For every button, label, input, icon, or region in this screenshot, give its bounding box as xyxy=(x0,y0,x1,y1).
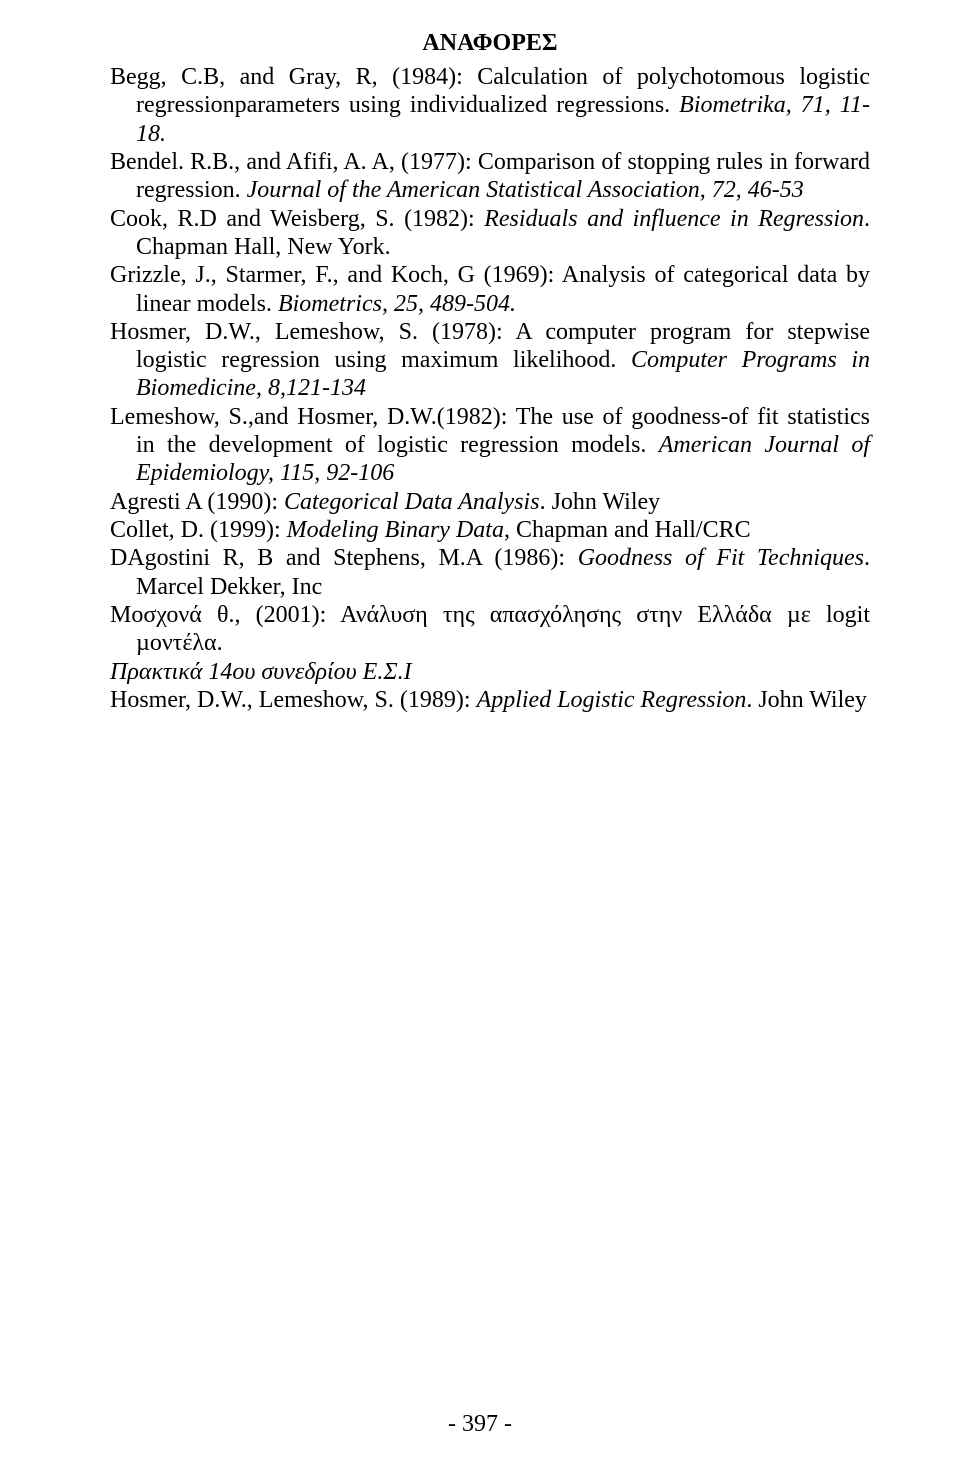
reference-entry: Bendel. R.B., and Afifi, A. A, (1977): C… xyxy=(110,148,870,205)
reference-text: Hosmer, D.W., Lemeshow, S. (1989): xyxy=(110,687,477,713)
reference-text: , Chapman and Hall/CRC xyxy=(504,517,751,543)
reference-entry: Hosmer, D.W., Lemeshow, S. (1989): Appli… xyxy=(110,686,870,714)
reference-italic-text: Modeling Binary Data xyxy=(287,517,504,543)
reference-text: Cook, R.D and Weisberg, S. (1982): xyxy=(110,206,484,232)
reference-italic-text: Biometrics, 25, 489-504. xyxy=(278,291,516,317)
reference-entry: DAgostini R, B and Stephens, M.A (1986):… xyxy=(110,544,870,601)
reference-text: DAgostini R, B and Stephens, M.A (1986): xyxy=(110,545,578,571)
reference-text: Μοσχονά θ., (2001): Ανάλυση της απασχόλη… xyxy=(110,602,870,656)
reference-italic-text: Πρακτικά 14ου συνεδρίου Ε.Σ.Ι xyxy=(110,659,412,685)
reference-text: . John Wiley xyxy=(540,489,661,515)
reference-entry: Hosmer, D.W., Lemeshow, S. (1978): A com… xyxy=(110,318,870,403)
reference-italic-text: Applied Logistic Regression xyxy=(477,687,747,713)
reference-entry: Μοσχονά θ., (2001): Ανάλυση της απασχόλη… xyxy=(110,601,870,658)
reference-entry: Cook, R.D and Weisberg, S. (1982): Resid… xyxy=(110,205,870,262)
reference-text: . John Wiley xyxy=(746,687,867,713)
reference-text: Agresti A (1990): xyxy=(110,489,284,515)
reference-entry: Lemeshow, S.,and Hosmer, D.W.(1982): The… xyxy=(110,403,870,488)
references-list: Begg, C.B, and Gray, R, (1984): Calculat… xyxy=(110,63,870,714)
reference-entry: Collet, D. (1999): Modeling Binary Data,… xyxy=(110,516,870,544)
reference-italic-text: Journal of the American Statistical Asso… xyxy=(247,177,804,203)
reference-italic-text: Categorical Data Analysis xyxy=(284,489,540,515)
reference-entry: Πρακτικά 14ου συνεδρίου Ε.Σ.Ι xyxy=(110,658,870,686)
reference-entry: Agresti A (1990): Categorical Data Analy… xyxy=(110,488,870,516)
reference-entry: Grizzle, J., Starmer, F., and Koch, G (1… xyxy=(110,261,870,318)
reference-italic-text: Goodness of Fit Techniques xyxy=(578,545,864,571)
reference-entry: Begg, C.B, and Gray, R, (1984): Calculat… xyxy=(110,63,870,148)
page-number: - 397 - xyxy=(0,1411,960,1438)
reference-italic-text: Residuals and influence in Regression xyxy=(484,206,864,232)
references-heading: ΑΝΑΦΟΡΕΣ xyxy=(110,30,870,57)
reference-text: Collet, D. (1999): xyxy=(110,517,287,543)
